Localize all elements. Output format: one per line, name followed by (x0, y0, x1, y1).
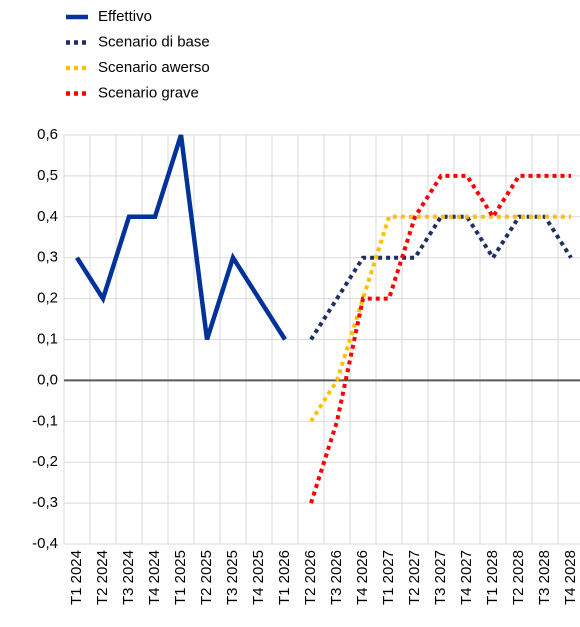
x-tick-label: T4 2028 (562, 550, 579, 605)
y-tick-label: 0,1 (37, 330, 58, 347)
x-tick-label: T4 2027 (458, 550, 475, 605)
x-tick-label: T2 2024 (94, 550, 111, 605)
legend-label: Scenario di base (98, 33, 210, 50)
x-tick-label: T2 2026 (302, 550, 319, 605)
y-tick-label: 0,2 (37, 290, 58, 307)
legend-label: Effettivo (98, 8, 152, 25)
x-tick-label: T4 2025 (250, 550, 267, 605)
x-tick-label: T1 2026 (276, 550, 293, 605)
x-tick-label: T1 2028 (484, 550, 501, 605)
x-tick-label: T3 2025 (224, 550, 241, 605)
y-tick-label: -0,4 (32, 535, 58, 552)
y-tick-label: 0,4 (37, 208, 58, 225)
x-tick-label: T3 2026 (328, 550, 345, 605)
y-tick-label: 0,3 (37, 249, 58, 266)
x-tick-label: T4 2026 (354, 550, 371, 605)
x-tick-label: T2 2027 (406, 550, 423, 605)
y-tick-label: -0,1 (32, 412, 58, 429)
x-tick-label: T1 2025 (172, 550, 189, 605)
y-tick-label: 0,0 (37, 371, 58, 388)
legend-label: Scenario grave (98, 84, 199, 101)
y-tick-label: 0,6 (37, 126, 58, 143)
series-line (309, 214, 573, 341)
series-line (75, 134, 287, 341)
x-tick-label: T4 2024 (146, 550, 163, 605)
legend-label: Scenario awerso (98, 59, 210, 76)
series-line (309, 214, 571, 423)
series-line (309, 173, 571, 504)
x-tick-label: T3 2027 (432, 550, 449, 605)
x-tick-label: T3 2028 (536, 550, 553, 605)
y-tick-label: -0,3 (32, 494, 58, 511)
y-tick-label: -0,2 (32, 453, 58, 470)
x-tick-label: T1 2027 (380, 550, 397, 605)
x-tick-label: T2 2028 (510, 550, 527, 605)
x-tick-label: T1 2024 (68, 550, 85, 605)
x-tick-label: T2 2025 (198, 550, 215, 605)
y-tick-label: 0,5 (37, 167, 58, 184)
x-tick-label: T3 2024 (120, 550, 137, 605)
